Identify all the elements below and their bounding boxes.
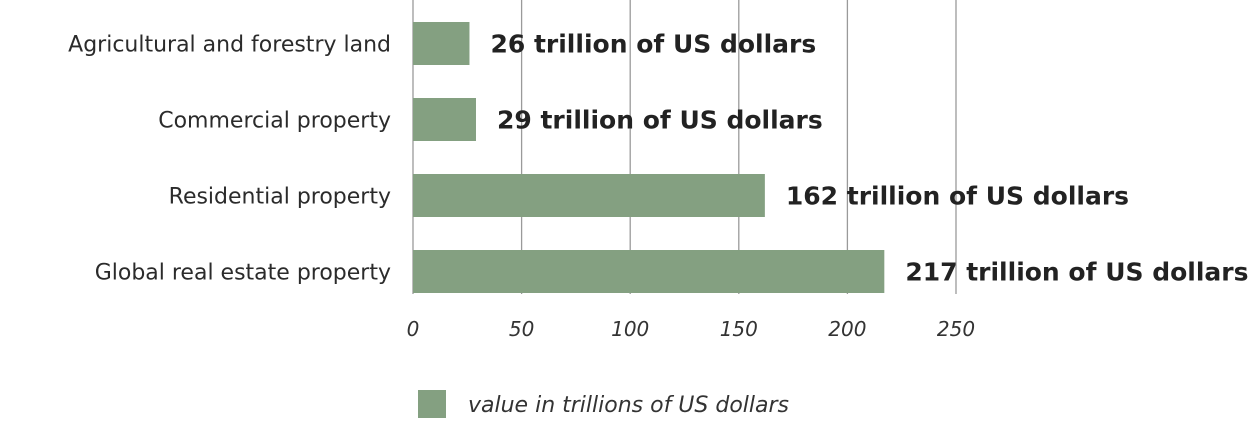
x-tick-label-200: 200 [828,317,866,341]
category-labels: Agricultural and forestry land Commercial… [68,33,391,286]
bar-3 [413,250,885,293]
x-tick-label-150: 150 [720,317,758,341]
legend-swatch [418,390,446,418]
legend-label: value in trillions of US dollars [468,393,789,418]
x-tick-label-0: 0 [407,317,420,341]
bar-1 [413,98,476,141]
bars-group [413,22,885,293]
legend: value in trillions of US dollars [418,390,789,418]
x-tick-label-250: 250 [937,317,975,341]
category-label-0: Agricultural and forestry land [68,33,391,58]
value-label-0: 26 trillion of US dollars [490,30,816,59]
category-label-1: Commercial property [158,109,391,134]
value-label-3: 217 trillion of US dollars [905,258,1248,287]
x-tick-label-50: 50 [509,317,534,341]
gridlines [412,0,957,294]
value-label-1: 29 trillion of US dollars [497,106,823,135]
value-labels: 26 trillion of US dollars 29 trillion of … [490,30,1248,287]
x-tick-label-100: 100 [611,317,649,341]
category-label-2: Residential property [169,185,391,210]
bar-2 [413,174,765,217]
value-label-2: 162 trillion of US dollars [786,182,1129,211]
x-tick-labels: 0 50 100 150 200 250 [407,317,975,341]
bar-0 [413,22,470,65]
category-label-3: Global real estate property [95,261,391,286]
